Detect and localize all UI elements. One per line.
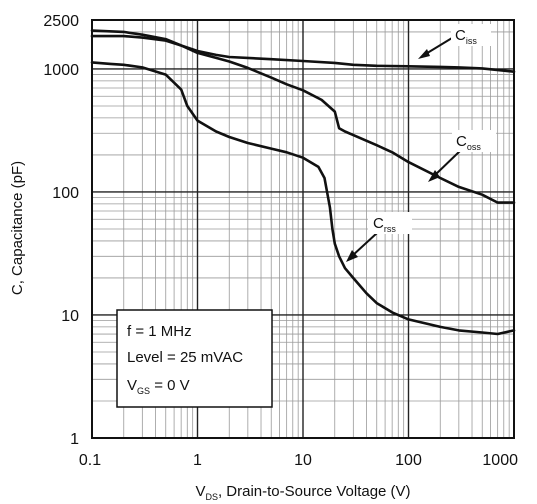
annotation-box: f = 1 MHz Level = 25 mVAC VGS = 0 V <box>116 309 273 408</box>
arrowhead-coss <box>428 170 440 182</box>
plot-frame <box>91 19 515 439</box>
series-lines <box>90 29 516 336</box>
label-bg-crss <box>368 212 412 234</box>
arrow-coss <box>433 149 462 177</box>
arrow-crss <box>351 232 378 257</box>
label-coss: Coss <box>428 130 496 182</box>
annotation-vgs-rest: = 0 V <box>150 377 190 394</box>
y-axis-label: C, Capacitance (pF) <box>9 161 26 295</box>
x-axis-label-sub: DS <box>205 492 218 502</box>
annotation-frequency: f = 1 MHz <box>127 323 192 340</box>
label-text-crss: Crss <box>373 215 396 234</box>
series-line-coss <box>90 34 516 204</box>
annotation-vgs-main: V <box>127 377 137 394</box>
annotation-vgs: VGS = 0 V <box>127 377 190 396</box>
label-text-coss: Coss <box>456 133 481 152</box>
x-tick-label-4: 1000 <box>482 452 518 469</box>
label-ciss-sub: iss <box>466 36 477 46</box>
y-tick-label-1: 10 <box>61 308 79 325</box>
label-ciss: Ciss <box>418 24 491 59</box>
label-coss-main: C <box>456 133 467 150</box>
y-tick-labels: 1 10 100 1000 2500 <box>43 13 79 448</box>
label-ciss-main: C <box>455 27 466 44</box>
y-tick-label-3: 1000 <box>43 62 79 79</box>
arrowhead-ciss <box>418 49 430 59</box>
x-axis-label-rest: , Drain-to-Source Voltage (V) <box>218 483 411 500</box>
label-text-ciss: Ciss <box>455 27 477 46</box>
annotation-frame <box>116 309 273 408</box>
x-tick-label-0: 0.1 <box>79 452 101 469</box>
label-crss: Crss <box>346 212 412 262</box>
arrow-ciss <box>423 37 453 56</box>
label-crss-sub: rss <box>384 224 396 234</box>
x-axis-label: VDS, Drain-to-Source Voltage (V) <box>195 483 410 502</box>
series-line-ciss <box>90 29 516 73</box>
label-bg-ciss <box>451 24 491 46</box>
x-tick-label-3: 100 <box>395 452 422 469</box>
label-bg-coss <box>452 130 496 152</box>
label-coss-sub: oss <box>467 142 482 152</box>
series-line-crss <box>90 61 516 336</box>
y-tick-label-2: 100 <box>52 185 79 202</box>
x-axis-label-main: V <box>195 483 205 500</box>
y-tick-label-0: 1 <box>70 431 79 448</box>
annotation-vgs-sub: GS <box>137 386 150 396</box>
annotation-level: Level = 25 mVAC <box>127 349 243 366</box>
x-tick-label-2: 10 <box>294 452 312 469</box>
x-tick-labels: 0.1 1 10 100 1000 <box>79 452 518 469</box>
y-tick-label-4: 2500 <box>43 13 79 30</box>
label-crss-main: C <box>373 215 384 232</box>
x-tick-label-1: 1 <box>193 452 202 469</box>
arrowhead-crss <box>346 250 358 262</box>
